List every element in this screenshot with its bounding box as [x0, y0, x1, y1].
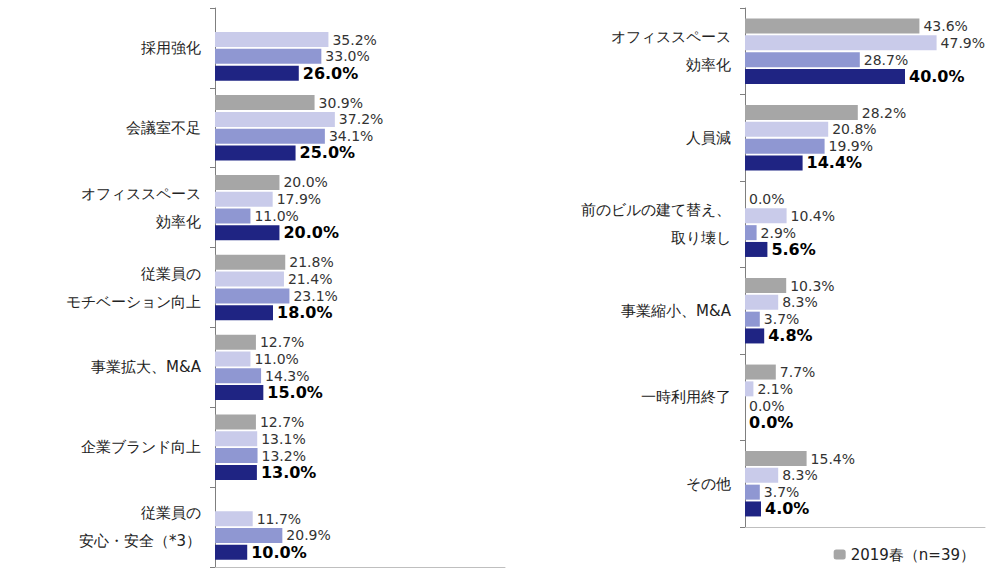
- svg-text:37.2%: 37.2%: [339, 111, 383, 127]
- svg-text:20.9%: 20.9%: [286, 527, 330, 543]
- svg-text:12.7%: 12.7%: [260, 334, 304, 350]
- svg-text:5.6%: 5.6%: [771, 240, 815, 259]
- svg-text:15.4%: 15.4%: [811, 451, 855, 467]
- svg-text:2.9%: 2.9%: [761, 225, 797, 241]
- svg-text:11.0%: 11.0%: [254, 208, 298, 224]
- svg-text:8.3%: 8.3%: [782, 467, 818, 483]
- svg-text:21.8%: 21.8%: [289, 254, 333, 270]
- svg-text:3.7%: 3.7%: [764, 311, 800, 327]
- svg-text:26.0%: 26.0%: [303, 64, 359, 83]
- svg-text:効率化: 効率化: [156, 213, 201, 231]
- svg-text:効率化: 効率化: [686, 56, 731, 74]
- svg-text:20.0%: 20.0%: [283, 174, 327, 190]
- svg-text:従業員の: 従業員の: [141, 265, 201, 283]
- svg-text:7.7%: 7.7%: [780, 364, 816, 380]
- svg-text:35.2%: 35.2%: [332, 32, 376, 48]
- svg-text:14.3%: 14.3%: [265, 368, 309, 384]
- svg-text:取り壊し: 取り壊し: [671, 229, 731, 247]
- svg-text:採用強化: 採用強化: [141, 39, 201, 57]
- svg-text:20.8%: 20.8%: [832, 121, 876, 137]
- svg-text:10.4%: 10.4%: [791, 208, 835, 224]
- svg-text:事業拡大、M&A: 事業拡大、M&A: [91, 358, 202, 376]
- svg-text:11.0%: 11.0%: [254, 351, 298, 367]
- svg-text:安心・安全（*3）: 安心・安全（*3）: [79, 532, 201, 550]
- svg-text:11.7%: 11.7%: [257, 511, 301, 527]
- svg-text:事業縮小、M&A: 事業縮小、M&A: [621, 302, 732, 320]
- svg-text:4.0%: 4.0%: [765, 499, 809, 518]
- svg-text:前のビルの建て替え、: 前のビルの建て替え、: [581, 201, 731, 219]
- svg-text:モチベーション向上: モチベーション向上: [66, 293, 201, 311]
- svg-text:18.0%: 18.0%: [277, 303, 333, 322]
- svg-text:40.0%: 40.0%: [909, 67, 965, 86]
- svg-text:28.2%: 28.2%: [862, 105, 906, 121]
- svg-text:12.7%: 12.7%: [260, 414, 304, 430]
- svg-text:オフィススペース: オフィススペース: [611, 28, 731, 46]
- svg-text:2019春（n=39）: 2019春（n=39）: [851, 546, 975, 564]
- svg-text:19.9%: 19.9%: [829, 138, 873, 154]
- svg-text:15.0%: 15.0%: [267, 383, 323, 402]
- svg-text:33.0%: 33.0%: [325, 48, 369, 64]
- svg-text:10.0%: 10.0%: [251, 543, 307, 562]
- svg-text:17.9%: 17.9%: [277, 191, 321, 207]
- svg-text:13.2%: 13.2%: [262, 448, 306, 464]
- svg-text:10.3%: 10.3%: [790, 278, 834, 294]
- svg-text:3.7%: 3.7%: [764, 484, 800, 500]
- svg-text:8.3%: 8.3%: [782, 294, 818, 310]
- svg-text:13.0%: 13.0%: [261, 463, 317, 482]
- svg-text:43.6%: 43.6%: [923, 18, 967, 34]
- svg-text:人員減: 人員減: [686, 129, 731, 147]
- svg-text:その他: その他: [686, 475, 731, 493]
- svg-text:28.7%: 28.7%: [864, 52, 908, 68]
- svg-text:21.4%: 21.4%: [288, 271, 332, 287]
- svg-text:47.9%: 47.9%: [941, 35, 985, 51]
- svg-text:0.0%: 0.0%: [749, 191, 785, 207]
- svg-text:一時利用終了: 一時利用終了: [641, 388, 731, 406]
- svg-text:0.0%: 0.0%: [749, 413, 793, 432]
- svg-text:25.0%: 25.0%: [300, 143, 356, 162]
- svg-text:企業ブランド向上: 企業ブランド向上: [81, 438, 201, 456]
- svg-text:会議室不足: 会議室不足: [126, 119, 201, 137]
- svg-text:4.8%: 4.8%: [768, 326, 812, 345]
- svg-text:2.1%: 2.1%: [757, 381, 793, 397]
- svg-text:34.1%: 34.1%: [329, 128, 373, 144]
- svg-text:オフィススペース: オフィススペース: [81, 185, 201, 203]
- svg-text:23.1%: 23.1%: [293, 288, 337, 304]
- svg-text:20.0%: 20.0%: [283, 223, 339, 242]
- svg-text:14.4%: 14.4%: [807, 153, 863, 172]
- svg-text:0.0%: 0.0%: [749, 398, 785, 414]
- svg-text:30.9%: 30.9%: [319, 95, 363, 111]
- svg-text:13.1%: 13.1%: [261, 431, 305, 447]
- svg-text:従業員の: 従業員の: [141, 504, 201, 522]
